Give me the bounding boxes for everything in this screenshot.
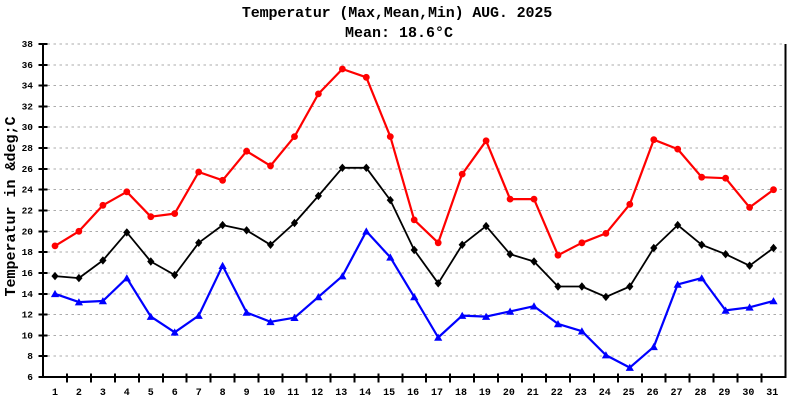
svg-text:8: 8 xyxy=(27,351,33,362)
svg-text:28: 28 xyxy=(22,143,34,154)
svg-text:16: 16 xyxy=(407,388,419,399)
svg-text:26: 26 xyxy=(647,388,659,399)
svg-text:13: 13 xyxy=(335,388,347,399)
svg-text:22: 22 xyxy=(551,388,563,399)
svg-text:9: 9 xyxy=(244,388,250,399)
svg-text:31: 31 xyxy=(766,388,778,399)
svg-text:14: 14 xyxy=(359,388,371,399)
svg-text:20: 20 xyxy=(503,388,515,399)
svg-text:36: 36 xyxy=(22,60,34,71)
svg-text:7: 7 xyxy=(196,388,202,399)
svg-text:Temperatur (Max,Mean,Min) AUG.: Temperatur (Max,Mean,Min) AUG. 2025 xyxy=(242,5,552,22)
svg-text:18: 18 xyxy=(455,388,467,399)
svg-text:10: 10 xyxy=(22,330,34,341)
svg-text:26: 26 xyxy=(22,164,34,175)
svg-text:1: 1 xyxy=(52,388,58,399)
svg-text:Mean: 18.6°C: Mean: 18.6°C xyxy=(345,25,453,42)
svg-text:Temperatur in &deg;C: Temperatur in &deg;C xyxy=(3,116,20,296)
svg-text:25: 25 xyxy=(623,388,635,399)
svg-text:28: 28 xyxy=(694,388,706,399)
svg-text:16: 16 xyxy=(22,268,34,279)
svg-text:2: 2 xyxy=(76,388,82,399)
svg-text:12: 12 xyxy=(22,310,34,321)
svg-text:17: 17 xyxy=(431,388,443,399)
svg-text:6: 6 xyxy=(27,372,33,383)
svg-text:22: 22 xyxy=(22,206,34,217)
svg-text:12: 12 xyxy=(311,388,323,399)
svg-text:24: 24 xyxy=(22,185,34,196)
svg-text:19: 19 xyxy=(479,388,491,399)
svg-text:21: 21 xyxy=(527,388,539,399)
svg-text:34: 34 xyxy=(22,81,34,92)
svg-text:5: 5 xyxy=(148,388,154,399)
svg-text:27: 27 xyxy=(670,388,682,399)
svg-text:10: 10 xyxy=(263,388,275,399)
svg-text:6: 6 xyxy=(172,388,178,399)
svg-text:20: 20 xyxy=(22,226,34,237)
svg-text:11: 11 xyxy=(287,388,299,399)
svg-text:38: 38 xyxy=(22,39,34,50)
svg-text:30: 30 xyxy=(22,122,34,133)
svg-text:32: 32 xyxy=(22,101,34,112)
svg-text:3: 3 xyxy=(100,388,106,399)
svg-text:4: 4 xyxy=(124,388,130,399)
svg-text:8: 8 xyxy=(220,388,226,399)
svg-text:15: 15 xyxy=(383,388,395,399)
svg-text:18: 18 xyxy=(22,247,34,258)
svg-text:29: 29 xyxy=(718,388,730,399)
svg-text:30: 30 xyxy=(742,388,754,399)
svg-text:23: 23 xyxy=(575,388,587,399)
svg-text:14: 14 xyxy=(22,289,34,300)
svg-text:24: 24 xyxy=(599,388,611,399)
